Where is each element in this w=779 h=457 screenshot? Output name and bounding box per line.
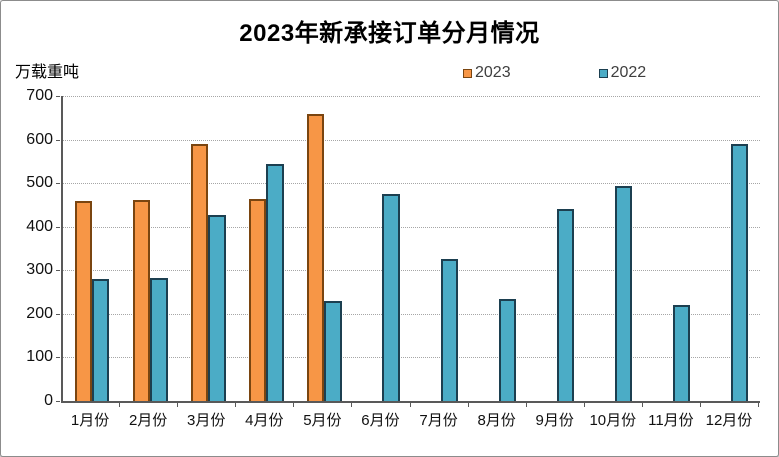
gridline-100 [63,357,760,359]
x-axis-label-6月份: 6月份 [361,412,400,429]
gridline-400 [63,226,760,228]
y-axis-tick-label-200: 200 [26,304,53,322]
bar-2022-11月份 [672,305,691,401]
y-axis-tick-label-300: 300 [26,261,53,279]
gridline-200 [63,313,760,315]
x-axis-tick-mark [351,403,353,407]
x-axis-tick-mark [177,403,179,407]
y-axis-tick-label-700: 700 [26,87,53,104]
chart-title: 2023年新承接订单分月情况 [239,20,540,47]
x-axis-tick-mark [583,403,585,407]
bar-2022-2月份 [150,278,168,401]
legend-swatch-2022-icon [598,68,608,78]
x-axis-tick-mark [758,403,759,407]
bar-2023-5月份 [306,114,325,401]
y-axis-tick-label-500: 500 [26,174,53,192]
y-axis-tick-label-400: 400 [26,217,53,235]
bar-2022-1月份 [92,279,110,401]
x-axis-label-7月份: 7月份 [419,412,458,429]
legend-item-2022: 2022 [598,64,647,82]
x-axis-tick-mark [641,403,643,407]
x-axis-tick-mark [409,403,411,407]
legend-label-2022: 2022 [610,64,647,81]
x-axis-label-4月份: 4月份 [245,412,284,429]
y-axis-tick-label-0: 0 [44,392,53,409]
y-axis-tick-mark [56,96,60,97]
x-axis-tick-mark [525,403,527,407]
x-axis-label-10月份: 10月份 [589,412,637,429]
bar-2022-12月份 [730,143,749,401]
x-axis-label-5月份: 5月份 [303,412,342,429]
bar-2022-6月份 [382,193,400,401]
gridline-600 [63,139,760,141]
x-axis-label-2月份: 2月份 [128,412,168,429]
bar-2023-2月份 [132,199,151,401]
x-axis-label-9月份: 9月份 [535,412,574,429]
gridline-300 [63,270,760,272]
x-axis-label-3月份: 3月份 [187,412,226,429]
x-axis-tick-mark [467,403,469,407]
y-axis-tick-label-600: 600 [26,130,53,148]
bar-2022-3月份 [208,215,226,401]
bar-2022-9月份 [556,209,575,401]
bar-2022-8月份 [498,299,517,401]
y-axis-tick-mark [56,313,60,315]
y-axis-tick-mark [56,226,60,228]
x-axis-tick-mark [699,403,701,407]
y-axis-tick-mark [56,183,60,185]
x-axis-label-11月份: 11月份 [648,412,694,429]
bar-2022-4月份 [266,163,284,401]
legend: 2023 2022 [463,64,646,82]
y-axis-tick-label-100: 100 [26,348,53,366]
y-axis-tick-mark [56,270,60,272]
y-axis-tick-mark [56,357,60,359]
gridline-500 [63,183,760,185]
x-axis-tick-mark [235,403,237,407]
plot-area [61,96,760,403]
bar-2023-4月份 [248,198,267,401]
legend-swatch-2023-icon [463,68,472,78]
gridline-700 [63,96,760,97]
x-axis-label-12月份: 12月份 [705,412,753,429]
legend-label-2023: 2023 [475,64,511,81]
x-axis-tick-mark [119,403,121,407]
y-axis-tick-mark [56,401,60,402]
bar-2023-1月份 [74,201,93,401]
y-axis-unit-label: 万载重吨 [15,64,80,81]
bar-2022-5月份 [324,300,342,401]
x-axis-tick-mark [293,403,295,407]
x-axis-label-1月份: 1月份 [70,412,110,429]
bar-2022-7月份 [440,258,458,401]
legend-item-2023: 2023 [463,64,511,82]
bar-2023-3月份 [190,143,209,401]
bar-2022-10月份 [614,186,633,401]
x-axis-label-8月份: 8月份 [477,412,516,429]
y-axis-tick-mark [56,139,60,141]
